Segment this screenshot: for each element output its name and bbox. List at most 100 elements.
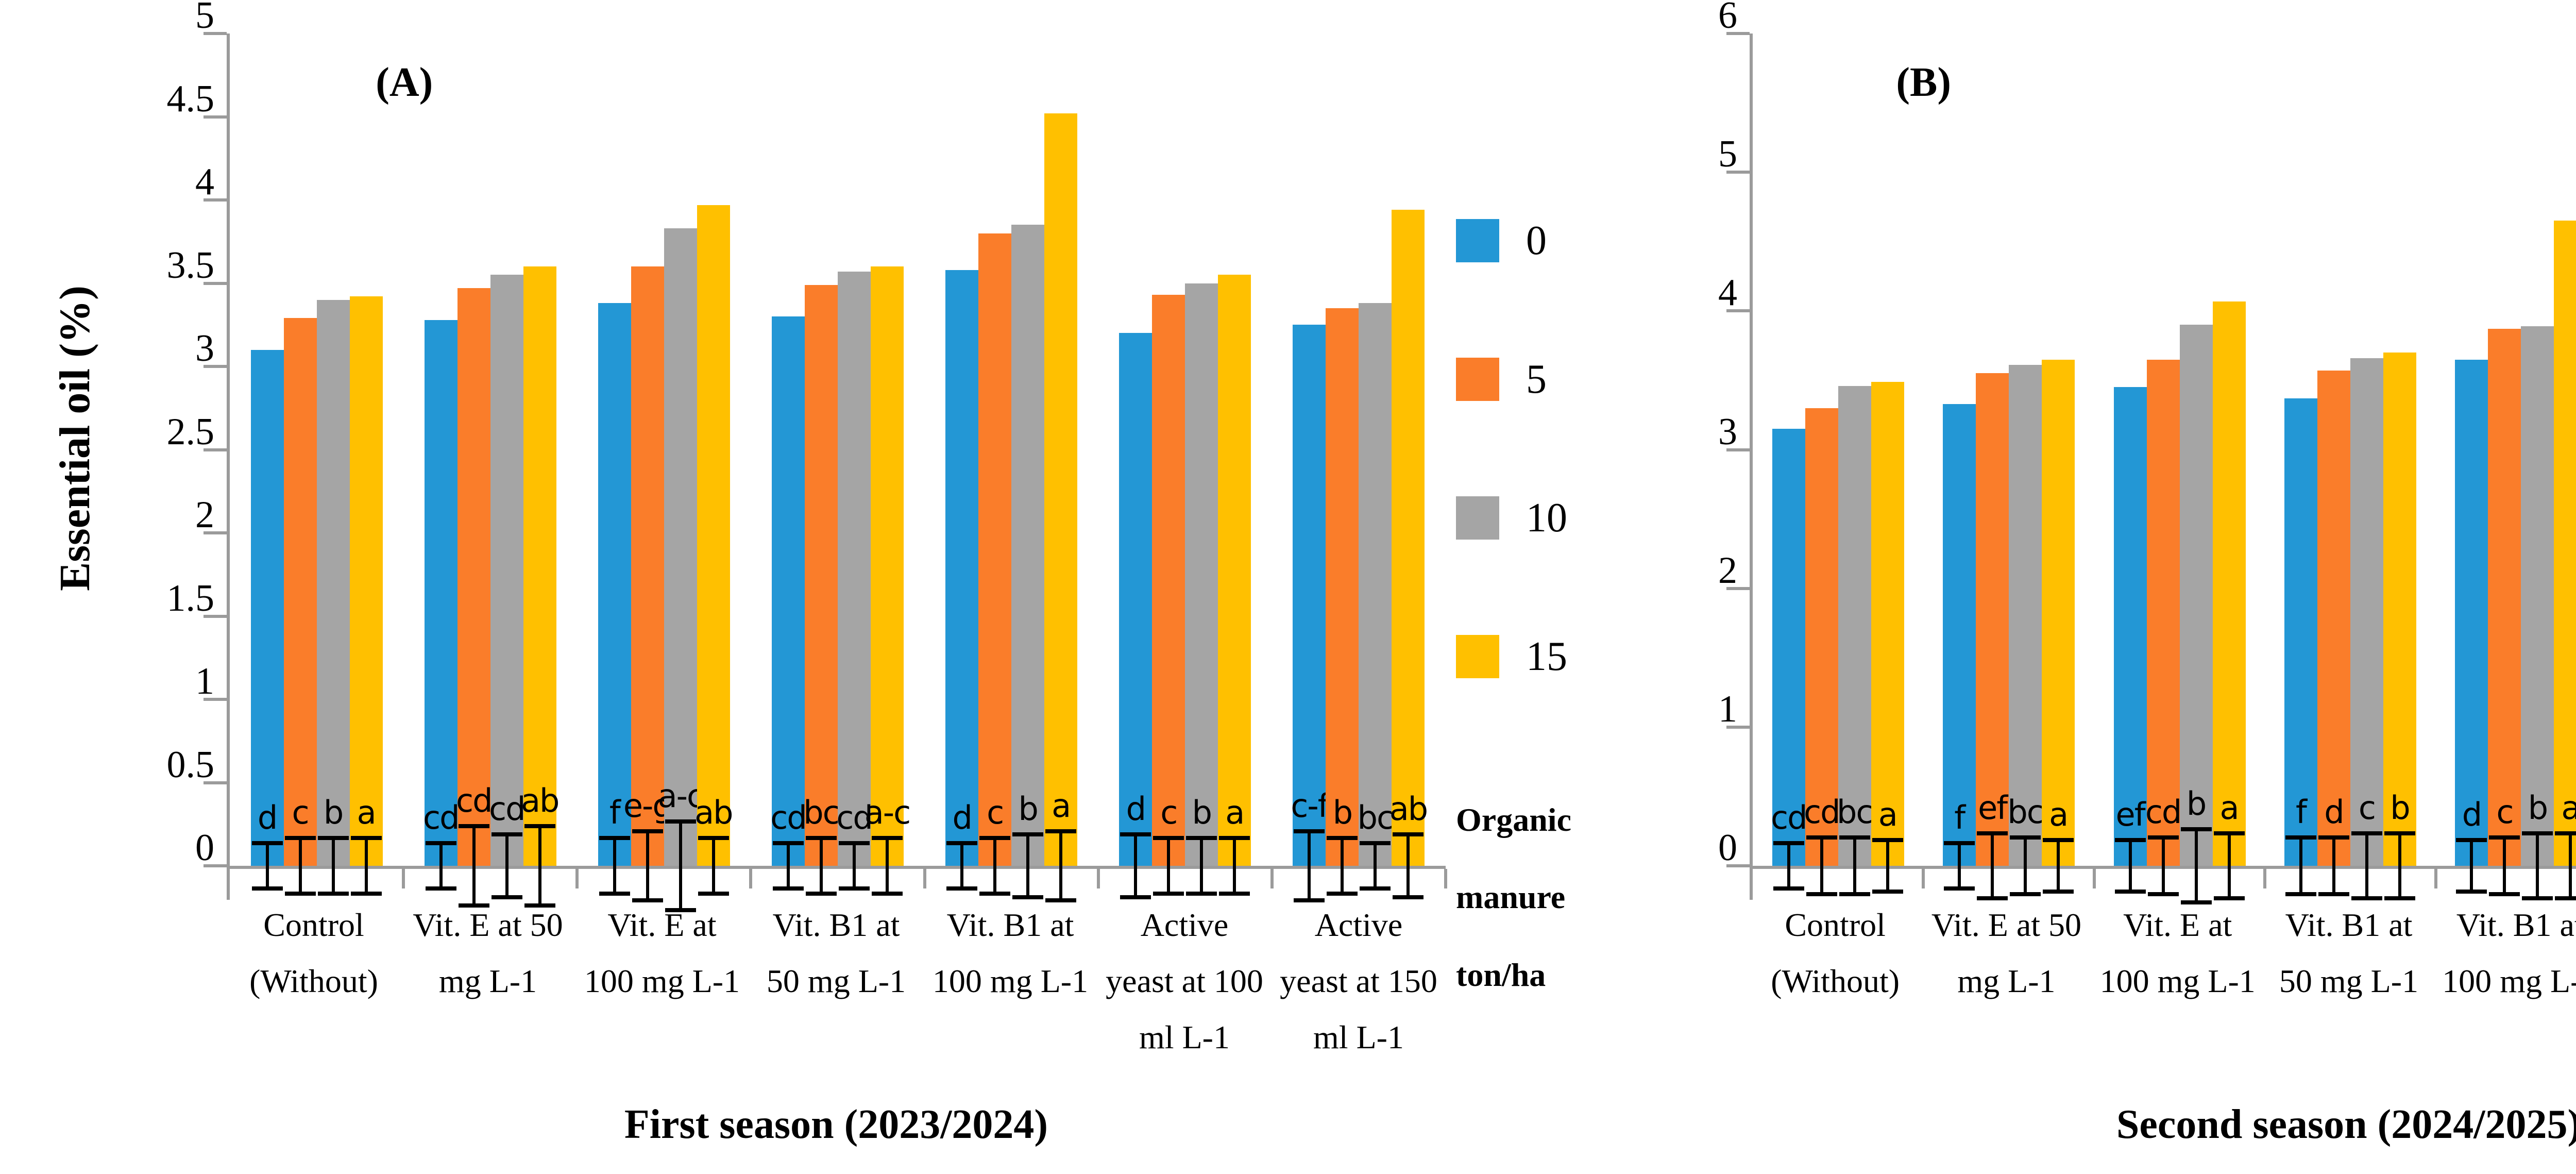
panel-label: (A) [376, 60, 433, 105]
bar [1185, 283, 1218, 866]
error-bar-cap-bottom [350, 892, 382, 896]
error-bar [979, 835, 1011, 896]
error-bar-cap-bottom [2384, 896, 2415, 901]
sig-letter: d [1126, 790, 1146, 828]
sig-letter: ab [1389, 790, 1428, 828]
error-bar-line [679, 819, 682, 913]
category-label-line: 100 mg L-1 [2442, 962, 2576, 999]
error-bar-line [2161, 835, 2165, 897]
error-bar [2489, 835, 2520, 897]
legend-label: 0 [1526, 218, 1547, 263]
panel-label: (B) [1896, 60, 1952, 105]
error-bar [1872, 838, 1903, 894]
sig-letter: a [2561, 789, 2576, 827]
error-bar [284, 835, 316, 896]
error-bar-cap-top [871, 835, 903, 840]
error-bar-cap-top [284, 835, 316, 840]
error-bar-line [538, 824, 541, 908]
error-bar-cap-top [946, 841, 978, 845]
bar [771, 316, 805, 866]
error-bar-line [298, 835, 302, 896]
sig-letter: a [2219, 789, 2240, 827]
error-bar [1294, 829, 1325, 903]
bar [2317, 371, 2350, 866]
y-tick-mark [204, 864, 227, 867]
bar-wrapper: d [945, 270, 979, 891]
bar [2113, 387, 2147, 866]
error-bar-cap-top [524, 824, 555, 829]
error-bar-line [2194, 827, 2198, 905]
legend-swatch [1456, 635, 1499, 678]
error-bar [251, 841, 283, 891]
error-bar-line [960, 841, 964, 891]
sig-letter: a [2049, 796, 2069, 834]
boundary-tick [2092, 869, 2096, 888]
error-bar-cap-top [632, 829, 663, 833]
error-bar-cap-bottom [2522, 896, 2553, 901]
bar-groups: cdcdbcafefbcaefcdbafdcbdcbacdbcbca-ccdcd… [1753, 33, 2576, 905]
bar [349, 296, 383, 866]
error-bar-cap-top [1773, 841, 1804, 845]
plot-column: (A) d c b a cd cd cd ab f e-g a-c ab cd bc cd a-c d c b a d c b… [204, 15, 1447, 1148]
error-bar-cap-bottom [1045, 898, 1077, 903]
y-tick-label: 6 [1718, 0, 1737, 37]
y-tick-label: 2 [1718, 549, 1737, 592]
bar-wrapper: c [2488, 329, 2521, 897]
bar-wrapper: bc [1358, 303, 1394, 891]
bar [250, 349, 284, 866]
error-bar-line [1853, 835, 1856, 897]
error-bar-cap-bottom [665, 908, 696, 913]
error-bar [2114, 838, 2146, 894]
error-bar-line [1308, 829, 1311, 903]
y-tick-label: 0 [195, 827, 214, 869]
boundary-tick [1922, 869, 1925, 888]
bar-wrapper: a [2212, 301, 2246, 901]
bar-wrapper: f [1943, 404, 1976, 891]
error-bar [2522, 831, 2553, 901]
bar [1871, 381, 1904, 866]
error-bar-cap-top [979, 835, 1011, 840]
error-bar-cap-bottom [772, 886, 804, 891]
error-bar-cap-bottom [2180, 900, 2212, 905]
error-bar [946, 841, 978, 891]
error-bar [1944, 841, 1975, 891]
error-bar-cap-top [665, 819, 696, 824]
category-label-line: Vit. E at [607, 907, 717, 943]
error-bar-cap-top [1839, 835, 1870, 840]
y-tick-label: 1.5 [166, 577, 215, 619]
error-bar-cap-top [1977, 831, 2008, 835]
category-label-line: Vit. E at [2123, 907, 2232, 943]
error-bar [1327, 835, 1358, 896]
error-bar-cap-bottom [491, 895, 522, 899]
sig-letter: cd [1770, 798, 1807, 836]
bar [1772, 429, 1805, 866]
error-bar-cap-bottom [1120, 895, 1151, 899]
sig-letter: b [2186, 784, 2207, 823]
category-label: Vit. B1 at 100 mg L-1 [2434, 897, 2576, 1065]
category-label-line: Vit. E at 50 [413, 907, 563, 943]
error-bar-cap-top [2555, 831, 2576, 835]
error-bar-line [1026, 832, 1030, 899]
sig-letter: bc [1836, 793, 1873, 831]
y-tick-mark [204, 281, 227, 285]
bar-wrapper: f [598, 303, 631, 896]
error-bar-line [2365, 831, 2368, 901]
bar-wrapper: ab [694, 205, 734, 896]
legend-label: 5 [1526, 357, 1547, 402]
y-tick-label: 3.5 [166, 244, 215, 287]
sig-letter: bc [2007, 793, 2044, 831]
y-axis-title: Essential oil (%) [26, 15, 124, 861]
error-bar [698, 835, 729, 896]
sig-letter: b [1018, 790, 1038, 828]
error-bar [632, 829, 663, 903]
axis-extension [1750, 869, 1753, 900]
bar [631, 266, 664, 866]
error-bar-cap-bottom [2318, 892, 2349, 897]
legend-item: 0 [1456, 219, 1626, 262]
sig-letter: d [952, 798, 972, 836]
bar-wrapper: a [2042, 359, 2075, 894]
error-bar-cap-bottom [1153, 892, 1184, 896]
